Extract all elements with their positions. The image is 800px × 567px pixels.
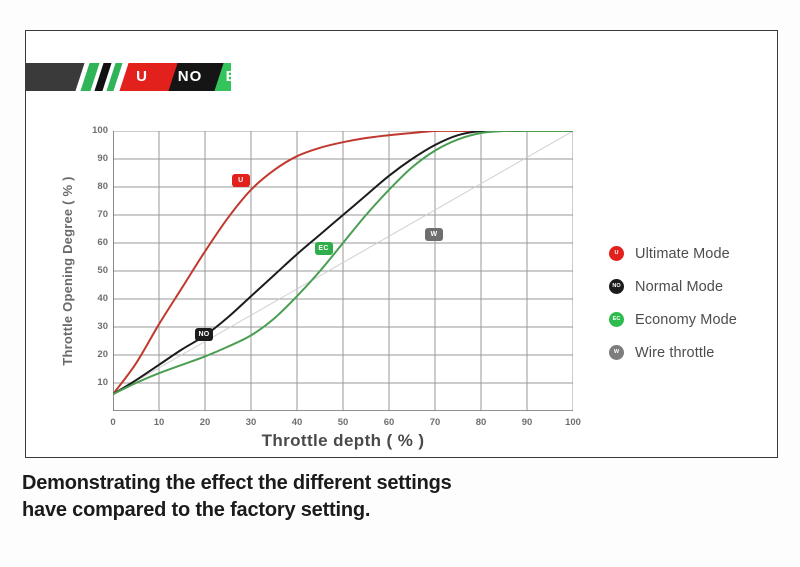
plot-area: U NO EC W	[113, 131, 573, 411]
legend-label-wire: Wire throttle	[635, 344, 715, 361]
chart-svg	[113, 131, 573, 411]
legend-marker-economy-icon: EC	[609, 312, 624, 327]
legend-item-wire[interactable]: W Wire throttle	[609, 336, 779, 369]
y-tick-50: 50	[97, 265, 108, 276]
series-label-ultimate: U	[231, 174, 250, 188]
x-tick-100: 100	[565, 417, 581, 428]
y-tick-90: 90	[97, 153, 108, 164]
brand-banner: U NO EC	[26, 63, 231, 91]
legend-item-ultimate[interactable]: U Ultimate Mode	[609, 237, 779, 270]
caption-line-1: Demonstrating the effect the different s…	[22, 472, 452, 494]
x-tick-70: 70	[429, 417, 441, 428]
legend-label-normal: Normal Mode	[635, 278, 724, 295]
x-tick-10: 10	[153, 417, 165, 428]
legend-label-economy: Economy Mode	[635, 311, 737, 328]
x-tick-20: 20	[199, 417, 211, 428]
y-tick-10: 10	[97, 377, 108, 388]
legend-marker-ultimate-icon: U	[609, 246, 624, 261]
x-tick-90: 90	[521, 417, 533, 428]
legend-marker-normal-icon: NO	[609, 279, 624, 294]
legend-item-economy[interactable]: EC Economy Mode	[609, 303, 779, 336]
chart-legend: U Ultimate Mode NO Normal Mode EC Econom…	[609, 237, 779, 369]
legend-label-ultimate: Ultimate Mode	[635, 245, 730, 262]
y-tick-40: 40	[97, 293, 108, 304]
y-axis-title: Throttle Opening Degree ( % )	[60, 176, 75, 366]
x-tick-30: 30	[245, 417, 257, 428]
x-axis-title: Throttle depth ( % )	[261, 431, 425, 450]
x-tick-0: 0	[110, 417, 116, 428]
figure-frame: U NO EC Throttle Opening Degree ( % ) Th…	[25, 30, 778, 458]
x-tick-80: 80	[475, 417, 487, 428]
x-tick-50: 50	[337, 417, 349, 428]
banner-label-no: NO	[177, 68, 203, 85]
legend-marker-wire-icon: W	[609, 345, 624, 360]
figure-caption: Demonstrating the effect the different s…	[22, 470, 722, 524]
banner-label-u: U	[136, 68, 148, 85]
series-label-wire: W	[425, 227, 443, 241]
y-tick-100: 100	[92, 125, 108, 136]
x-tick-40: 40	[291, 417, 303, 428]
y-tick-20: 20	[97, 349, 108, 360]
legend-item-normal[interactable]: NO Normal Mode	[609, 270, 779, 303]
series-label-normal: NO	[195, 328, 213, 342]
plot-wrapper: Throttle Opening Degree ( % ) Throttle d…	[26, 31, 779, 459]
y-tick-30: 30	[97, 321, 108, 332]
y-tick-60: 60	[97, 237, 108, 248]
y-tick-80: 80	[97, 181, 108, 192]
banner-label-ec: EC	[214, 63, 231, 91]
caption-line-2: have compared to the factory setting.	[22, 499, 371, 521]
series-label-economy: EC	[314, 241, 333, 255]
x-tick-60: 60	[383, 417, 395, 428]
y-tick-70: 70	[97, 209, 108, 220]
